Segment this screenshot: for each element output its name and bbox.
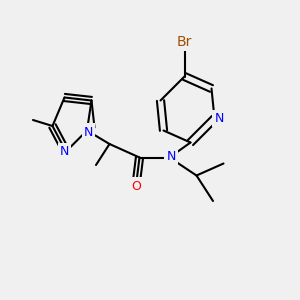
Text: N: N: [60, 145, 69, 158]
Text: N: N: [166, 149, 176, 163]
Text: N: N: [214, 112, 224, 125]
Text: Br: Br: [177, 35, 192, 49]
Text: O: O: [132, 179, 141, 193]
Text: N: N: [84, 125, 93, 139]
